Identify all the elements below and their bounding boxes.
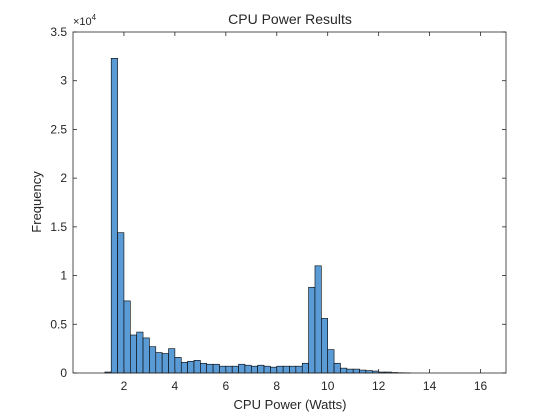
histogram-bar (142, 337, 150, 374)
histogram-bar (238, 363, 246, 374)
plot-area-border (72, 31, 507, 374)
histogram-bar (308, 286, 316, 374)
y-tick-label: 0.5 (50, 317, 67, 331)
histogram-bar (321, 318, 329, 374)
x-tick-label: 10 (321, 379, 335, 393)
histogram-bar (327, 349, 335, 374)
histogram-bar (231, 365, 239, 374)
histogram-bar (110, 58, 118, 374)
x-tick-label: 8 (273, 379, 280, 393)
x-tick-label: 16 (474, 379, 488, 393)
y-tick-label: 1.5 (50, 220, 67, 234)
histogram-bar (123, 300, 131, 374)
x-tick-label: 4 (172, 379, 179, 393)
histogram-bar (257, 364, 265, 374)
histogram-bar (136, 331, 144, 374)
y-tick-label: 0 (60, 366, 67, 380)
y-axis-multiplier-base: ×10 (73, 16, 92, 28)
y-tick-label: 2.5 (50, 122, 67, 136)
histogram-bar (180, 361, 188, 374)
x-tick-label: 12 (372, 379, 386, 393)
histogram-bar (289, 365, 297, 374)
histogram-bar (174, 357, 182, 374)
x-tick-label: 2 (121, 379, 128, 393)
x-axis: 2 4 6 8 10 12 14 16 (121, 32, 488, 393)
y-axis-multiplier: ×104 (73, 13, 97, 28)
histogram-bar (340, 367, 348, 374)
histogram-bar (149, 346, 157, 374)
y-tick-label: 2 (60, 171, 67, 185)
histogram-bar (352, 368, 360, 374)
x-tick-label: 6 (222, 379, 229, 393)
histogram-bar (117, 232, 125, 374)
histogram-bar (219, 365, 227, 374)
histogram-bar (276, 365, 284, 374)
histogram-bar (206, 363, 214, 374)
x-tick-label: 14 (423, 379, 437, 393)
bars-group (104, 58, 411, 374)
histogram-bar (250, 365, 258, 374)
histogram-bar (359, 369, 367, 374)
histogram-bar (155, 352, 163, 374)
histogram-bar (212, 363, 220, 374)
histogram-bar (168, 348, 176, 374)
histogram-bar (161, 353, 169, 374)
histogram-bar (244, 364, 252, 374)
y-tick-label: 1 (60, 269, 67, 283)
histogram-bar (200, 362, 208, 374)
y-axis: 0 0.5 1 1.5 2 2.5 3 3.5 (50, 25, 506, 380)
x-axis-label: CPU Power (Watts) (234, 397, 347, 412)
histogram-bar (270, 366, 278, 374)
histogram-bar (282, 365, 290, 374)
histogram-bar (263, 365, 271, 374)
histogram-bar (187, 361, 195, 374)
histogram-bar (314, 265, 322, 374)
y-tick-label: 3 (60, 74, 67, 88)
histogram-bar (333, 362, 341, 374)
histogram-bar (225, 365, 233, 374)
histogram-bar (295, 365, 303, 374)
histogram-bar (130, 334, 137, 374)
y-axis-multiplier-exponent: 4 (92, 13, 97, 22)
chart-title: CPU Power Results (228, 11, 352, 27)
histogram-bar (301, 362, 309, 374)
histogram-bar (346, 368, 354, 374)
y-tick-label: 3.5 (50, 25, 67, 39)
histogram-bar (193, 360, 201, 374)
y-axis-label: Frequency (29, 171, 44, 233)
